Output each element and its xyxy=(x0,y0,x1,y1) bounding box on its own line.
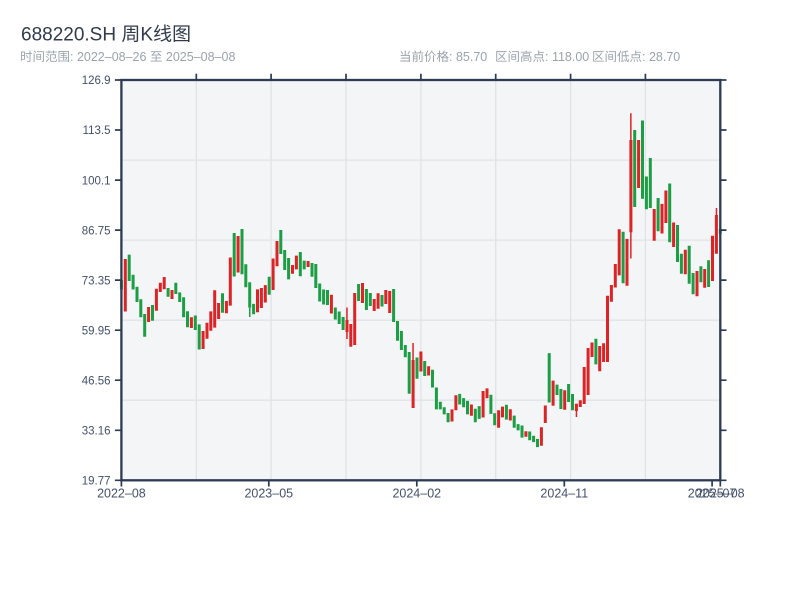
svg-text:688220.SH: 688220.SH xyxy=(21,25,116,46)
svg-text:: 28.70: : 28.70 xyxy=(642,50,680,64)
svg-text:: 118.00: : 118.00 xyxy=(545,50,589,64)
svg-text:2024–11: 2024–11 xyxy=(540,487,588,501)
svg-text:K: K xyxy=(140,25,153,46)
svg-text:2023–05: 2023–05 xyxy=(244,487,293,501)
svg-text:2025–07: 2025–07 xyxy=(688,487,737,501)
svg-text:: 85.70: : 85.70 xyxy=(449,50,487,64)
svg-text:2025–08: 2025–08 xyxy=(696,487,745,501)
svg-text:: 2022–08–26: : 2022–08–26 xyxy=(70,50,147,64)
svg-text:86.75: 86.75 xyxy=(82,225,111,237)
svg-text:2022–08: 2022–08 xyxy=(97,487,146,501)
svg-text:100.1: 100.1 xyxy=(82,175,111,187)
svg-text:126.9: 126.9 xyxy=(82,75,111,87)
svg-text:113.5: 113.5 xyxy=(83,125,111,137)
svg-text:19.77: 19.77 xyxy=(82,476,111,488)
svg-text:2024–02: 2024–02 xyxy=(392,487,441,501)
svg-text:2025–08–08: 2025–08–08 xyxy=(166,50,236,64)
svg-text:33.16: 33.16 xyxy=(82,426,111,438)
svg-text:73.35: 73.35 xyxy=(82,275,111,287)
svg-text:59.95: 59.95 xyxy=(82,325,111,337)
svg-text:46.56: 46.56 xyxy=(82,375,111,387)
